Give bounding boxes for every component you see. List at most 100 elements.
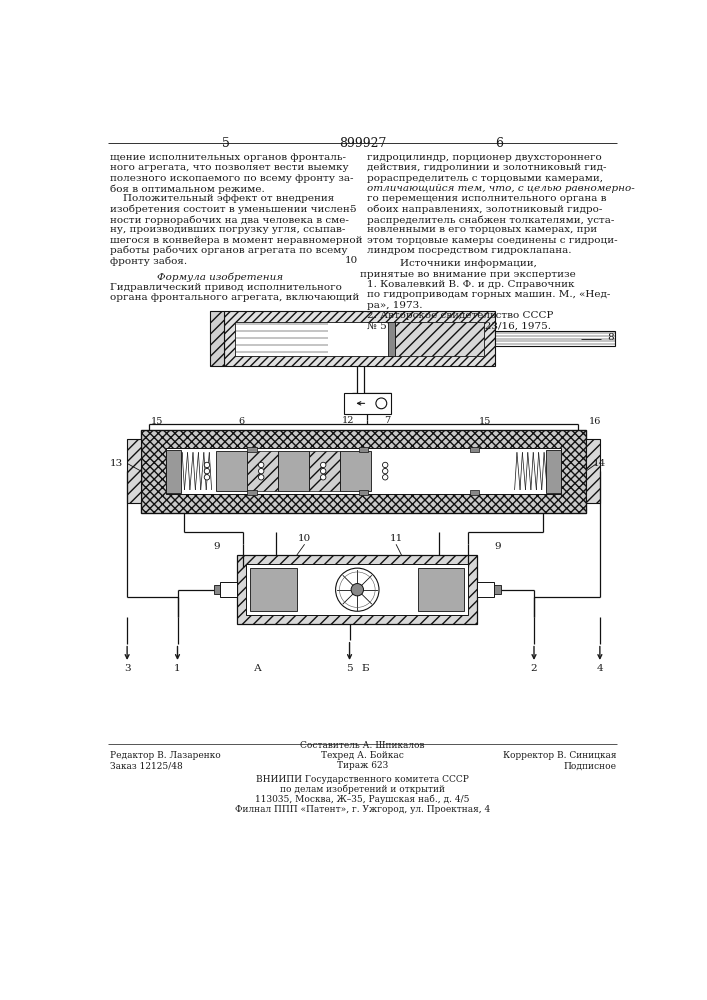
Text: ного агрегата, что позволяет вести выемку: ного агрегата, что позволяет вести выемк… — [110, 163, 349, 172]
Text: 113035, Москва, Ж–35, Раушская наб., д. 4/5: 113035, Москва, Ж–35, Раушская наб., д. … — [255, 795, 470, 804]
Bar — [495, 331, 615, 346]
Text: рораспределитель с торцовыми камерами,: рораспределитель с торцовыми камерами, — [368, 174, 603, 183]
Circle shape — [259, 475, 264, 480]
Circle shape — [336, 568, 379, 611]
Text: 899927: 899927 — [339, 137, 387, 150]
Text: 11: 11 — [390, 534, 403, 543]
Text: 16: 16 — [589, 417, 602, 426]
Circle shape — [351, 584, 363, 596]
Text: 6: 6 — [239, 417, 245, 426]
Circle shape — [382, 468, 388, 474]
Bar — [247, 447, 257, 452]
Text: 12: 12 — [341, 416, 354, 425]
Text: гидроцилиндр, порционер двухстороннего: гидроцилиндр, порционер двухстороннего — [368, 153, 602, 162]
Bar — [247, 451, 279, 491]
Circle shape — [204, 475, 210, 480]
Text: по делам изобретений и открытий: по делам изобретений и открытий — [280, 785, 445, 794]
Text: 2. Авторское свидетельство СССР: 2. Авторское свидетельство СССР — [368, 311, 554, 320]
Bar — [224, 311, 495, 366]
Text: 6: 6 — [495, 137, 503, 150]
Text: Корректор В. Синицкая: Корректор В. Синицкая — [503, 751, 617, 760]
Circle shape — [320, 475, 326, 480]
Text: 2: 2 — [531, 664, 537, 673]
Text: распределитель снабжен толкателями, уста-: распределитель снабжен толкателями, уста… — [368, 215, 615, 225]
Text: Составитель А. Шпикалов: Составитель А. Шпикалов — [300, 741, 425, 750]
Text: действия, гидролинии и золотниковый гид-: действия, гидролинии и золотниковый гид- — [368, 163, 607, 172]
Text: 10: 10 — [298, 534, 311, 543]
Bar — [237, 555, 477, 624]
Bar — [469, 447, 479, 452]
Circle shape — [259, 468, 264, 474]
Text: изобретения состоит в уменьшении числен-: изобретения состоит в уменьшении числен- — [110, 205, 354, 214]
Text: ну, производивших погрузку угля, ссыпав-: ну, производивших погрузку угля, ссыпав- — [110, 225, 346, 234]
Text: 3: 3 — [124, 664, 130, 673]
Circle shape — [320, 462, 326, 468]
Text: обоих направлениях, золотниковый гидро-: обоих направлениях, золотниковый гидро- — [368, 205, 603, 214]
Text: го перемещения исполнительного органа в: го перемещения исполнительного органа в — [368, 194, 607, 203]
Bar — [166, 448, 561, 494]
Bar — [216, 451, 247, 491]
Circle shape — [382, 475, 388, 480]
Text: 14: 14 — [593, 459, 606, 468]
Text: отличающийся тем, что, с целью равномерно-: отличающийся тем, что, с целью равномерн… — [368, 184, 635, 193]
Circle shape — [259, 462, 264, 468]
Text: Редактор В. Лазаренко: Редактор В. Лазаренко — [110, 751, 221, 760]
Text: 13: 13 — [110, 459, 123, 468]
Text: ра», 1973.: ра», 1973. — [368, 301, 423, 310]
Text: 15: 15 — [479, 417, 491, 426]
Text: Формула изобретения: Формула изобретения — [157, 273, 284, 282]
Circle shape — [382, 462, 388, 468]
Text: ВНИИПИ Государственного комитета СССР: ВНИИПИ Государственного комитета СССР — [257, 774, 469, 784]
Text: ности горнорабочих на два человека в сме-: ности горнорабочих на два человека в сме… — [110, 215, 349, 225]
Bar — [210, 311, 224, 366]
Text: 9: 9 — [214, 542, 221, 551]
Text: 1: 1 — [174, 664, 181, 673]
Text: Заказ 12125/48: Заказ 12125/48 — [110, 761, 183, 770]
Bar — [477, 582, 494, 597]
Bar — [359, 447, 368, 452]
Text: Положительный эффект от внедрения: Положительный эффект от внедрения — [110, 194, 334, 203]
Bar — [220, 582, 237, 597]
Text: работы рабочих органов агрегата по всему: работы рабочих органов агрегата по всему — [110, 246, 348, 255]
Bar — [395, 322, 484, 356]
Text: Гидравлический привод исполнительного: Гидравлический привод исполнительного — [110, 283, 342, 292]
Bar — [127, 439, 141, 503]
Text: 1. Ковалевкий В. Ф. и др. Справочник: 1. Ковалевкий В. Ф. и др. Справочник — [368, 280, 575, 289]
Bar — [494, 585, 501, 594]
Text: Подписное: Подписное — [564, 761, 617, 770]
Bar — [214, 585, 220, 594]
Bar — [141, 430, 586, 513]
Bar — [247, 490, 257, 495]
Text: фронту забоя.: фронту забоя. — [110, 256, 187, 266]
Bar — [279, 451, 309, 491]
Text: 8: 8 — [607, 333, 614, 342]
Text: 10: 10 — [345, 256, 358, 265]
Text: 9: 9 — [494, 542, 501, 551]
Bar — [250, 568, 297, 611]
Text: А: А — [254, 664, 262, 673]
Circle shape — [204, 462, 210, 468]
Bar — [586, 439, 600, 503]
Text: 4: 4 — [597, 664, 603, 673]
Text: щение исполнительных органов фронталь-: щение исполнительных органов фронталь- — [110, 153, 346, 162]
Text: № 575427, кл. Е 21 D 23/16, 1975.: № 575427, кл. Е 21 D 23/16, 1975. — [368, 321, 551, 330]
Text: 15: 15 — [151, 417, 163, 426]
Text: полезного ископаемого по всему фронту за-: полезного ископаемого по всему фронту за… — [110, 174, 354, 183]
Text: принятые во внимание при экспертизе: принятые во внимание при экспертизе — [361, 270, 576, 279]
Text: 7: 7 — [384, 416, 390, 425]
Text: шегося в конвейера в момент неравномерной: шегося в конвейера в момент неравномерно… — [110, 236, 363, 245]
Text: Тираж 623: Тираж 623 — [337, 761, 388, 770]
Text: Источники информации,: Источники информации, — [399, 259, 537, 268]
Text: Филнал ППП «Патент», г. Ужгород, ул. Проектная, 4: Филнал ППП «Патент», г. Ужгород, ул. Про… — [235, 805, 491, 814]
Text: 5: 5 — [349, 205, 355, 214]
Text: по гидроприводам горных машин. М., «Нед-: по гидроприводам горных машин. М., «Нед- — [368, 290, 611, 299]
Bar — [359, 490, 368, 495]
Bar — [546, 450, 561, 493]
Bar — [469, 490, 479, 495]
Circle shape — [204, 468, 210, 474]
Text: этом торцовые камеры соединены с гидроци-: этом торцовые камеры соединены с гидроци… — [368, 236, 618, 245]
Bar — [235, 322, 484, 356]
Text: органа фронтального агрегата, включающий: органа фронтального агрегата, включающий — [110, 293, 359, 302]
Circle shape — [376, 398, 387, 409]
Bar — [388, 322, 395, 356]
